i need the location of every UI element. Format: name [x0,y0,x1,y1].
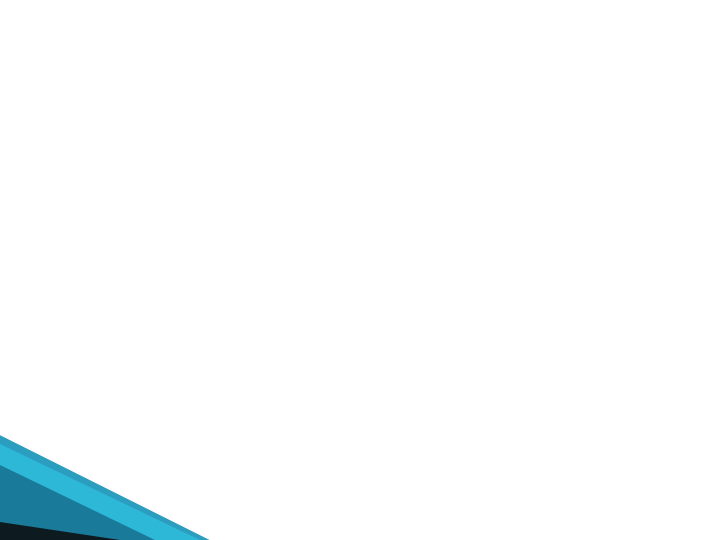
Text: Keterangan: Keterangan [420,136,520,151]
Polygon shape [0,520,130,540]
Bar [28,130,248,156]
Text: struktur suatu sistem: struktur suatu sistem [28,116,215,131]
Text: B: B [68,287,79,301]
Polygon shape [0,465,155,540]
Polygon shape [0,435,210,540]
Text: C: C [197,287,207,301]
Text: Gambar: Gambar [104,136,172,151]
Text: structure   chart   dalam   menggambarkan: structure chart dalam menggambarkan [28,98,392,113]
Bar [28,130,692,330]
Bar [116,181,160,207]
Polygon shape [0,460,160,540]
Polygon shape [130,216,146,224]
Bar [52,281,96,307]
Text: □ Contoh  penggunaan  simbol-simbol  pada: □ Contoh penggunaan simbol-simbol pada [28,80,390,95]
Text: Modul A memanggil Modul B bila kondisi yang
diseleksi di modul A terpenuhi.: Modul A memanggil Modul B bila kondisi y… [264,219,601,257]
Bar [248,156,692,330]
Bar [180,281,224,307]
Bar [248,130,692,156]
Text: PENGGUNAAN STRUCTURE CHART: PENGGUNAAN STRUCTURE CHART [28,30,608,59]
Polygon shape [0,444,200,540]
Text: A: A [132,186,143,201]
Polygon shape [0,522,120,540]
Bar [28,156,248,330]
